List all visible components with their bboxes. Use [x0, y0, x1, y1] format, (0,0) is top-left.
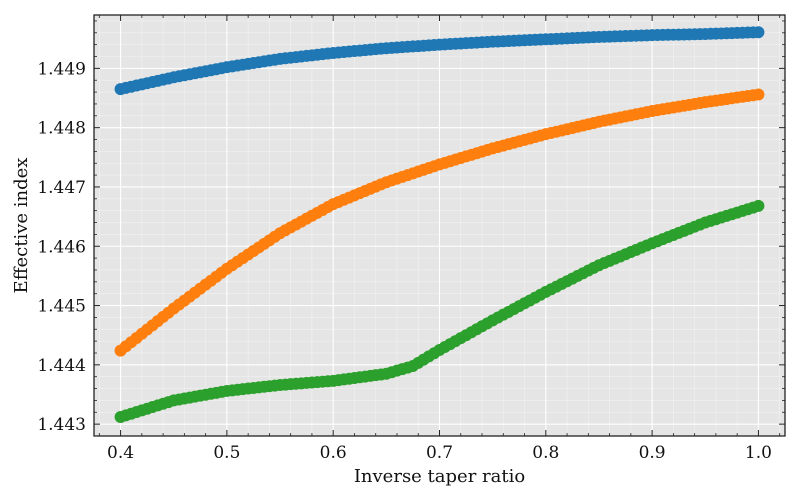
y-tick-label: 1.446: [37, 237, 86, 257]
x-tick-label: 0.4: [107, 443, 134, 463]
series-3: [114, 199, 765, 424]
x-tick-label: 0.5: [213, 443, 240, 463]
x-tick-label: 0.6: [320, 443, 347, 463]
series-1: [114, 26, 765, 96]
series-layer: [114, 26, 765, 424]
x-tick-label: 0.8: [532, 443, 559, 463]
y-tick-labels: 1.443 1.444 1.445 1.446 1.447 1.448 1.449: [37, 59, 86, 435]
y-tick-label: 1.449: [37, 59, 86, 79]
y-tick-label: 1.447: [37, 178, 86, 198]
ticks-layer: [94, 15, 785, 437]
data-point: [752, 199, 765, 212]
y-axis-label: Effective index: [11, 158, 32, 294]
y-tick-label: 1.444: [37, 356, 86, 376]
series-2: [114, 88, 765, 357]
y-tick-label: 1.443: [37, 415, 86, 435]
data-point: [752, 26, 765, 39]
x-tick-label: 0.7: [426, 443, 453, 463]
x-tick-labels: 0.4 0.5 0.6 0.7 0.8 0.9 1.0: [107, 443, 772, 463]
y-tick-label: 1.448: [37, 119, 86, 139]
y-tick-label: 1.445: [37, 297, 86, 317]
x-tick-label: 0.9: [639, 443, 666, 463]
x-axis-label: Inverse taper ratio: [354, 466, 525, 487]
data-point: [752, 88, 765, 101]
x-tick-label: 1.0: [745, 443, 772, 463]
